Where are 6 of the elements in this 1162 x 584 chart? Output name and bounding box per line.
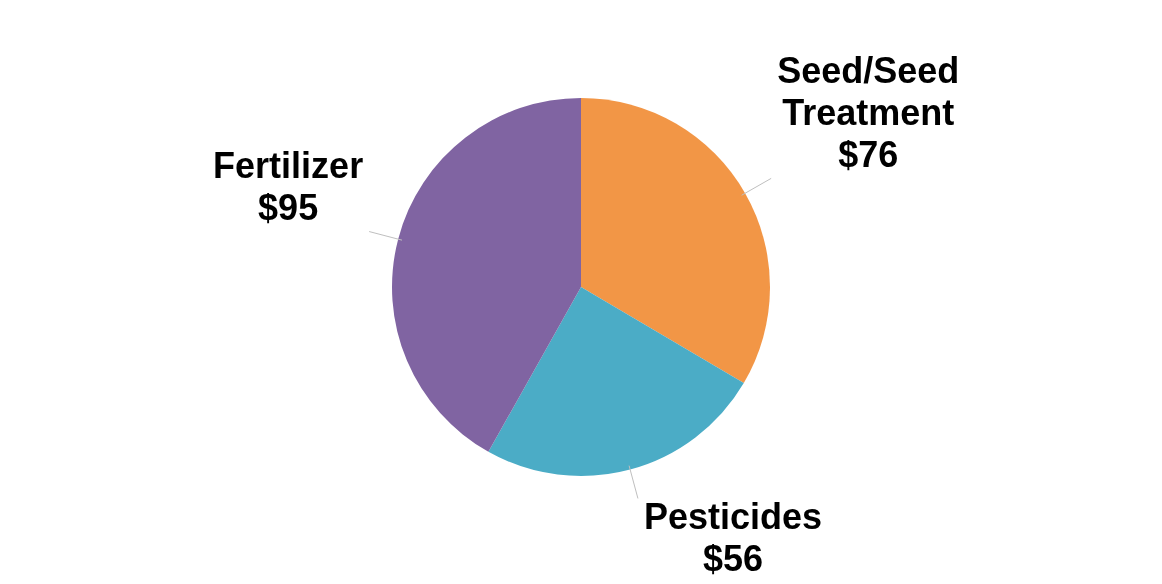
- slice-label: Seed/Seed Treatment: [777, 50, 960, 134]
- data-label: $56: [702, 538, 764, 580]
- data-label: $76: [838, 134, 899, 176]
- slice-label: Fertilizer: [213, 145, 364, 187]
- data-label: $95: [258, 187, 319, 229]
- slice-label: Pesticides: [643, 496, 823, 538]
